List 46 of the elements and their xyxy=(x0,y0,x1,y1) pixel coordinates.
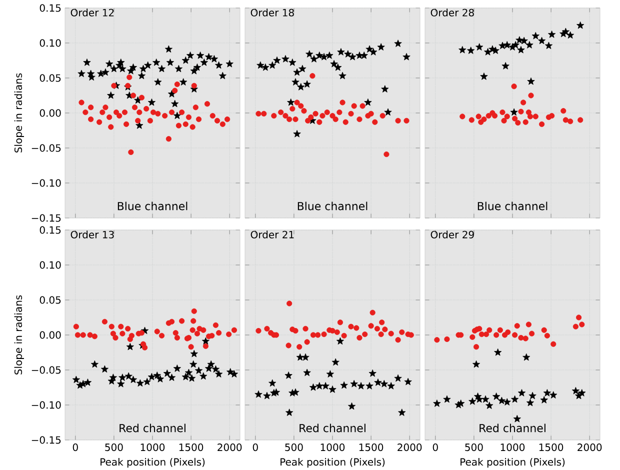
x-tick-label: 500 xyxy=(285,444,303,452)
x-tick-label: 1500 xyxy=(359,444,384,452)
y-axis-title: Slope in radians xyxy=(14,295,24,374)
y-axis-title: Slope in radians xyxy=(14,73,24,152)
annotation: Blue channel xyxy=(118,202,188,210)
annotation: Blue channel xyxy=(298,202,368,210)
y-tick-label: −0.10 xyxy=(32,179,61,187)
x-tick-label: 1500 xyxy=(179,444,204,452)
y-tick-label: −0.10 xyxy=(32,401,61,409)
chart-title: Order 13 xyxy=(70,230,114,238)
y-tick-label: −0.15 xyxy=(32,214,61,222)
y-tick-label: −0.05 xyxy=(32,366,61,374)
x-tick-label: 1000 xyxy=(500,444,525,452)
x-tick-label: 2000 xyxy=(398,444,422,452)
y-tick-label: 0.05 xyxy=(40,74,61,82)
x-tick-label: 2000 xyxy=(578,444,602,452)
x-tick-label: 2000 xyxy=(218,444,242,452)
annotation: Red channel xyxy=(300,424,366,432)
y-tick-label: −0.15 xyxy=(32,436,61,444)
y-tick-label: 0.15 xyxy=(40,226,61,234)
y-tick-label: 0.10 xyxy=(40,39,61,47)
y-tick-label: 0.05 xyxy=(40,296,61,304)
y-tick-label: −0.05 xyxy=(32,144,61,152)
chart-title: Order 29 xyxy=(430,230,474,238)
y-tick-label: 0.00 xyxy=(40,331,61,339)
x-tick-label: 500 xyxy=(465,444,483,452)
y-tick-label: 0.15 xyxy=(40,4,61,12)
chart-title: Order 18 xyxy=(250,8,294,16)
y-tick-label: 0.10 xyxy=(40,261,61,269)
chart-title: Order 21 xyxy=(250,230,294,238)
x-tick-label: 0 xyxy=(252,444,258,452)
annotation: Blue channel xyxy=(478,202,548,210)
x-tick-label: 1000 xyxy=(140,444,165,452)
x-tick-label: 500 xyxy=(105,444,123,452)
x-tick-label: 1500 xyxy=(539,444,564,452)
x-axis-title: Peak position (Pixels) xyxy=(100,458,205,468)
x-axis-title: Peak position (Pixels) xyxy=(460,458,565,468)
x-axis-title: Peak position (Pixels) xyxy=(280,458,385,468)
chart-title: Order 28 xyxy=(430,8,474,16)
chart-title: Order 12 xyxy=(70,8,114,16)
annotation: Red channel xyxy=(120,424,186,432)
x-tick-label: 0 xyxy=(72,444,78,452)
x-tick-label: 1000 xyxy=(320,444,345,452)
y-tick-label: 0.00 xyxy=(40,109,61,117)
x-tick-label: 0 xyxy=(432,444,438,452)
annotation: Red channel xyxy=(480,424,546,432)
